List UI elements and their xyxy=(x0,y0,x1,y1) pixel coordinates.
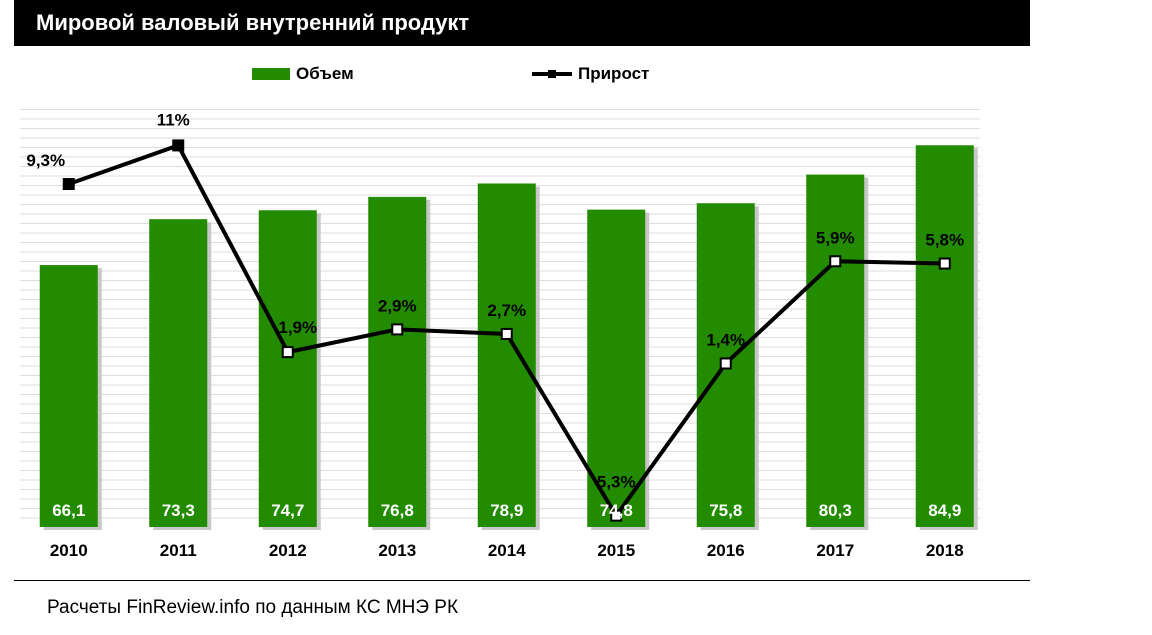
growth-value-label: 1,9% xyxy=(278,318,317,337)
x-tick-label: 2014 xyxy=(488,541,526,560)
bar-value-label: 73,3 xyxy=(162,501,195,520)
growth-marker xyxy=(829,255,842,268)
x-tick-label: 2015 xyxy=(597,541,635,560)
data-labels: 66,1 73,3 74,7 76,8 78,9 74,8 75,8 80,3 84,9 9,3%… xyxy=(26,110,964,520)
bar-value-label: 66,1 xyxy=(52,501,85,520)
bar-value-label: 76,8 xyxy=(381,501,414,520)
growth-value-label: 5,3% xyxy=(597,473,636,492)
legend-line-swatch xyxy=(532,70,572,78)
x-tick-label: 2012 xyxy=(269,541,307,560)
x-axis: 2010 2011 2012 2013 2014 2015 2016 2017 2018 xyxy=(50,541,964,560)
growth-value-label: 9,3% xyxy=(26,151,65,170)
growth-marker xyxy=(172,139,185,152)
growth-marker xyxy=(281,346,294,359)
legend-bar-swatch xyxy=(252,68,290,80)
x-tick-label: 2018 xyxy=(926,541,964,560)
growth-line xyxy=(62,139,951,522)
growth-value-label: 5,8% xyxy=(925,231,964,250)
bar-value-label: 80,3 xyxy=(819,501,852,520)
growth-value-label: 2,7% xyxy=(487,301,526,320)
bar-2017 xyxy=(806,174,865,527)
bars xyxy=(39,145,978,531)
growth-value-label: 1,4% xyxy=(706,330,745,349)
chart-title: Мировой валовый внутренний продукт xyxy=(36,10,470,35)
x-tick-label: 2016 xyxy=(707,541,745,560)
bar-value-label: 75,8 xyxy=(709,501,742,520)
growth-value-label: 11% xyxy=(157,110,190,129)
chart-plot: 66,1 73,3 74,7 76,8 78,9 74,8 75,8 80,3 84,9 9,3%… xyxy=(20,109,980,560)
bar-value-label: 74,7 xyxy=(271,501,304,520)
bar-value-label: 74,8 xyxy=(600,501,633,520)
bar-2015 xyxy=(587,209,646,527)
legend-bars-label: Объем xyxy=(296,64,354,83)
bar-2018 xyxy=(915,145,974,527)
x-tick-label: 2010 xyxy=(50,541,88,560)
growth-value-label: 5,9% xyxy=(816,228,855,247)
legend-line-label: Прирост xyxy=(578,64,650,83)
title-bar: Мировой валовый внутренний продукт xyxy=(14,0,1030,46)
growth-marker xyxy=(719,357,732,370)
legend-item-line: Прирост xyxy=(532,64,649,84)
bar-value-label: 84,9 xyxy=(928,501,961,520)
growth-marker xyxy=(500,327,513,340)
x-tick-label: 2011 xyxy=(160,541,197,560)
bar-2012 xyxy=(258,210,317,527)
bottom-divider xyxy=(14,580,1030,581)
growth-marker xyxy=(938,257,951,270)
x-tick-label: 2017 xyxy=(816,541,854,560)
growth-marker xyxy=(62,178,75,191)
bar-2014 xyxy=(477,183,536,528)
growth-marker xyxy=(610,509,623,522)
legend-item-bars: Объем xyxy=(252,64,354,84)
growth-value-label: 2,9% xyxy=(378,296,417,315)
growth-marker xyxy=(391,323,404,336)
x-tick-label: 2013 xyxy=(378,541,416,560)
source-note: Расчеты FinReview.info по данным КС МНЭ … xyxy=(47,597,459,618)
bar-2010 xyxy=(39,265,98,527)
bar-2013 xyxy=(368,196,427,527)
bar-2011 xyxy=(149,219,208,527)
bar-value-label: 78,9 xyxy=(490,501,523,520)
